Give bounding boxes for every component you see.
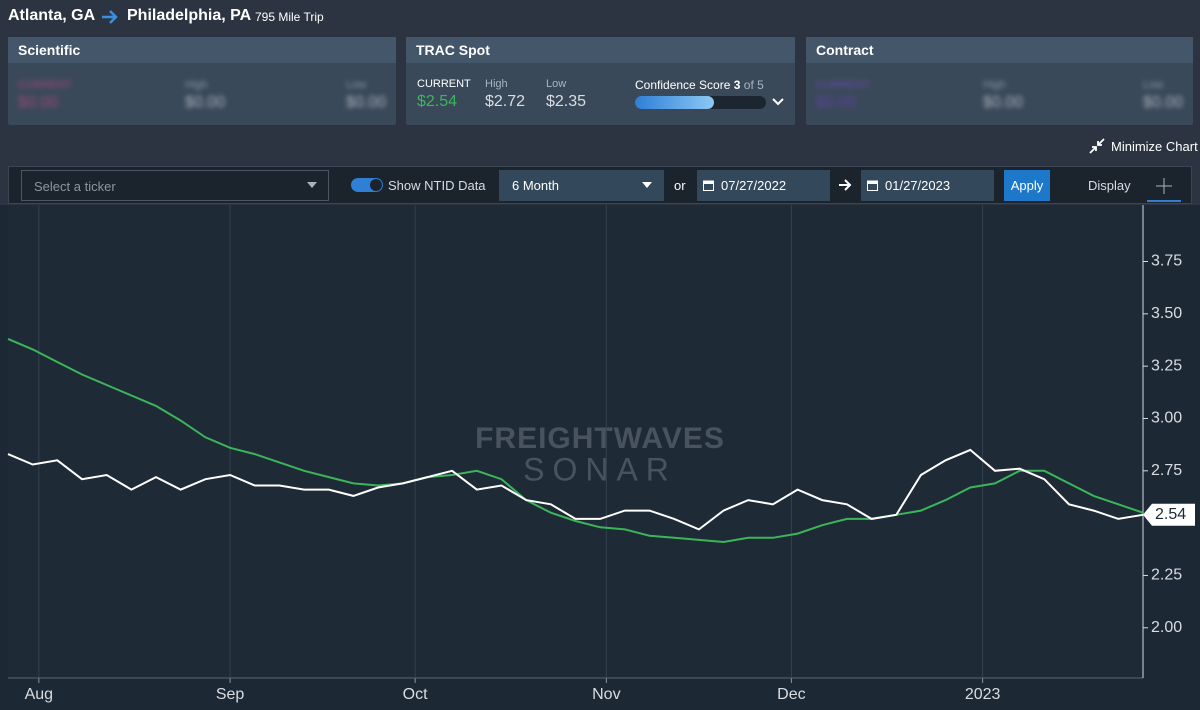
card-title: Scientific	[8, 37, 396, 63]
toggle-label: Show NTID Data	[388, 178, 486, 193]
destination: Philadelphia, PA	[127, 7, 252, 24]
route-arrow	[102, 10, 118, 24]
confidence-max: 5	[757, 78, 764, 92]
last-value-tag	[1143, 503, 1195, 526]
y-tick-label: 3.00	[1151, 410, 1182, 427]
field-value: $0.00	[18, 94, 59, 111]
card-title: TRAC Spot	[406, 37, 795, 63]
display-menu[interactable]: Display	[1088, 178, 1131, 193]
apply-button[interactable]: Apply	[1004, 170, 1050, 201]
confidence-of: of	[743, 78, 754, 92]
x-tick-label: Nov	[592, 686, 620, 703]
confidence-label: Confidence Score 3 of 5	[635, 78, 764, 92]
field-value: $0.00	[346, 94, 387, 111]
field-label: High	[485, 78, 508, 90]
caret	[642, 182, 652, 188]
y-tick-label: 3.25	[1151, 357, 1182, 374]
last-value-label: 2.54	[1155, 506, 1186, 523]
range-select[interactable]: 6 Month	[499, 170, 664, 201]
x-tick-label: 2023	[965, 686, 1001, 703]
confidence-fill	[635, 96, 714, 109]
minimize-icon	[1089, 138, 1105, 154]
card: Contract CURRENT $0.00 High $0.00 Low $0…	[806, 37, 1193, 125]
field-label: High	[185, 79, 208, 91]
field-label: Low	[546, 78, 567, 90]
field-value: $0.00	[185, 94, 226, 111]
expand-icon[interactable]	[772, 97, 784, 107]
x-tick-label: Sep	[216, 686, 245, 703]
arrow-icon	[839, 179, 852, 191]
field-value: $2.72	[485, 93, 526, 110]
field-value: $2.54	[417, 93, 458, 110]
end-date[interactable]: 01/27/2023	[861, 170, 994, 201]
caret	[307, 182, 317, 188]
calendar-icon	[703, 180, 714, 191]
series-line	[7, 337, 1144, 544]
calendar-icon	[867, 180, 878, 191]
field-label: CURRENT	[417, 78, 471, 90]
field-value: $0.00	[1143, 94, 1184, 111]
card: Scientific CURRENT $0.00 High $0.00 Low …	[8, 37, 396, 125]
plot-area	[8, 205, 1143, 678]
x-tick-label: Aug	[25, 686, 53, 703]
crosshair-icon[interactable]	[1156, 178, 1172, 194]
toggle[interactable]	[351, 178, 383, 192]
field-value: $2.35	[546, 93, 587, 110]
trip-distance: 795 Mile Trip	[255, 10, 324, 24]
y-tick-label: 3.75	[1151, 253, 1182, 270]
y-tick-label: 2.75	[1151, 462, 1182, 479]
field-label: Low	[346, 79, 367, 91]
field-label: High	[983, 79, 1006, 91]
confidence-text: Confidence Score	[635, 78, 731, 92]
x-tick-label: Dec	[777, 686, 805, 703]
field-value: $0.00	[983, 94, 1024, 111]
y-tick-label: 2.25	[1151, 567, 1182, 584]
field-label: CURRENT	[18, 79, 72, 91]
confidence-track	[635, 96, 766, 109]
field-value: $0.00	[816, 94, 857, 111]
ticker-select[interactable]: Select a ticker	[21, 170, 329, 201]
field-label: CURRENT	[816, 79, 870, 91]
minimize-chart[interactable]: Minimize Chart	[1111, 139, 1198, 154]
start-date[interactable]: 07/27/2022	[697, 170, 830, 201]
series-line	[7, 448, 1144, 531]
y-tick-label: 2.00	[1151, 619, 1182, 636]
card: TRAC Spot CURRENT $2.54 High $2.72 Low $…	[406, 37, 795, 125]
watermark: SONAR	[523, 451, 677, 487]
y-tick-label: 3.50	[1151, 305, 1182, 322]
confidence-score: 3	[733, 78, 741, 92]
card-title: Contract	[806, 37, 1193, 63]
origin: Atlanta, GA	[8, 7, 96, 24]
watermark: FREIGHTWAVES	[475, 422, 725, 455]
crosshair-underline	[1147, 200, 1181, 202]
or-label: or	[674, 178, 686, 193]
x-tick-label: Oct	[403, 686, 428, 703]
field-label: Low	[1143, 79, 1164, 91]
